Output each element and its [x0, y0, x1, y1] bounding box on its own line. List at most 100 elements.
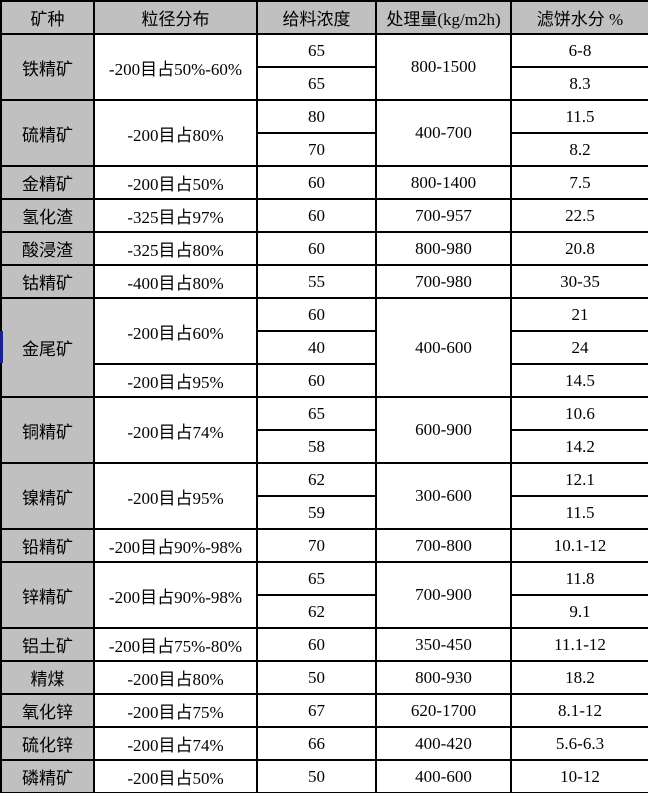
value-cell: 59 [256, 495, 377, 530]
ore-name-cell: 铅精矿 [0, 528, 95, 563]
ore-name-cell: 磷精矿 [0, 759, 95, 793]
value-cell: 14.5 [510, 363, 648, 398]
table-row: 铝土矿 -200目占75%-80% 60 350-450 11.1-12 [0, 627, 648, 662]
value-cell: 400-600 [375, 759, 512, 793]
table-row: 镍精矿 -200目占95% 62 300-600 12.1 [0, 462, 648, 530]
ore-name-cell: 镍精矿 [0, 462, 95, 530]
left-edge-blue-artifact [0, 331, 3, 363]
value-cell: 60 [256, 165, 377, 200]
value-cell: 700-800 [375, 528, 512, 563]
value-cell: -200目占90%-98% [93, 528, 258, 563]
value-cell: 40 [256, 330, 377, 365]
value-cell: 800-980 [375, 231, 512, 266]
value-cell: 620-1700 [375, 693, 512, 728]
value-cell: -200目占74% [93, 726, 258, 761]
value-cell: 10.6 [510, 396, 648, 431]
table-row: 酸浸渣 -325目占80% 60 800-980 20.8 [0, 231, 648, 266]
value-cell: -200目占60% [93, 297, 258, 365]
ore-name-cell: 氧化锌 [0, 693, 95, 728]
value-cell: 55 [256, 264, 377, 299]
value-cell: 6-8 [510, 33, 648, 68]
value-cell: -200目占75% [93, 693, 258, 728]
value-cell: 10-12 [510, 759, 648, 793]
table-row: -200目占95% 60 14.5 [1, 363, 648, 398]
value-cell: 8.3 [510, 66, 648, 101]
ore-name-cell: 金尾矿 [0, 297, 95, 398]
table-row: 硫精矿 -200目占80% 80 400-700 11.5 [0, 99, 648, 167]
value-cell: 9.1 [510, 594, 648, 629]
value-cell: 700-980 [375, 264, 512, 299]
value-cell: 62 [256, 462, 377, 497]
table-row: 氢化渣 -325目占97% 60 700-957 22.5 [0, 198, 648, 233]
value-cell: -200目占50%-60% [93, 33, 258, 101]
value-cell: 20.8 [510, 231, 648, 266]
table-row: 铜精矿 -200目占74% 65 600-900 10.6 [0, 396, 648, 464]
value-cell: 60 [256, 297, 377, 332]
value-cell: 5.6-6.3 [510, 726, 648, 761]
value-cell: 400-700 [375, 99, 512, 167]
value-cell: 65 [256, 561, 377, 596]
value-cell: -325目占97% [93, 198, 258, 233]
value-cell: -200目占80% [93, 660, 258, 695]
value-cell: 70 [256, 132, 377, 167]
header-row: 矿种 粒径分布 给料浓度 处理量(kg/m2h) 滤饼水分 % [0, 0, 648, 35]
ore-name-cell: 铜精矿 [0, 396, 95, 464]
value-cell: 50 [256, 759, 377, 793]
column-header-1: 粒径分布 [93, 0, 258, 35]
value-cell: 350-450 [375, 627, 512, 662]
value-cell: 62 [256, 594, 377, 629]
table-row: 40 24 [1, 330, 648, 365]
value-cell: -200目占50% [93, 759, 258, 793]
ore-name-cell: 氢化渣 [0, 198, 95, 233]
value-cell: 58 [256, 429, 377, 464]
value-cell: 8.2 [510, 132, 648, 167]
ore-name-cell: 钴精矿 [0, 264, 95, 299]
value-cell: 800-1400 [375, 165, 512, 200]
value-cell: 800-1500 [375, 33, 512, 101]
value-cell: 600-900 [375, 396, 512, 464]
table-row: 钴精矿 -400目占80% 55 700-980 30-35 [0, 264, 648, 299]
table-row: 硫化锌 -200目占74% 66 400-420 5.6-6.3 [0, 726, 648, 761]
value-cell: 11.1-12 [510, 627, 648, 662]
column-header-2: 给料浓度 [256, 0, 377, 35]
ore-name-cell: 酸浸渣 [0, 231, 95, 266]
value-cell: 11.8 [510, 561, 648, 596]
value-cell: 11.5 [510, 495, 648, 530]
value-cell: -200目占75%-80% [93, 627, 258, 662]
value-cell: 50 [256, 660, 377, 695]
ore-name-cell: 铁精矿 [0, 33, 95, 101]
column-header-4: 滤饼水分 % [510, 0, 648, 35]
table-row: 铅精矿 -200目占90%-98% 70 700-800 10.1-12 [0, 528, 648, 563]
table-row: 金精矿 -200目占50% 60 800-1400 7.5 [0, 165, 648, 200]
ore-name-cell: 硫精矿 [0, 99, 95, 167]
value-cell: -400目占80% [93, 264, 258, 299]
value-cell: 14.2 [510, 429, 648, 464]
value-cell: 22.5 [510, 198, 648, 233]
value-cell: 700-957 [375, 198, 512, 233]
ore-name-cell: 锌精矿 [0, 561, 95, 629]
value-cell: 67 [256, 693, 377, 728]
table-row: 58 14.2 [1, 429, 648, 464]
value-cell: 10.1-12 [510, 528, 648, 563]
value-cell: -325目占80% [93, 231, 258, 266]
value-cell: 8.1-12 [510, 693, 648, 728]
value-cell: 400-420 [375, 726, 512, 761]
value-cell: 400-600 [375, 297, 512, 398]
value-cell: 65 [256, 33, 377, 68]
value-cell: 60 [256, 627, 377, 662]
table-row: 氧化锌 -200目占75% 67 620-1700 8.1-12 [0, 693, 648, 728]
value-cell: 21 [510, 297, 648, 332]
column-header-3: 处理量(kg/m2h) [375, 0, 512, 35]
value-cell: -200目占74% [93, 396, 258, 464]
value-cell: 70 [256, 528, 377, 563]
table-row: 磷精矿 -200目占50% 50 400-600 10-12 [0, 759, 648, 793]
value-cell: 60 [256, 363, 377, 398]
value-cell: -200目占80% [93, 99, 258, 167]
value-cell: 30-35 [510, 264, 648, 299]
value-cell: -200目占90%-98% [93, 561, 258, 629]
value-cell: 65 [256, 66, 377, 101]
value-cell: 80 [256, 99, 377, 134]
table-row: 精煤 -200目占80% 50 800-930 18.2 [0, 660, 648, 695]
